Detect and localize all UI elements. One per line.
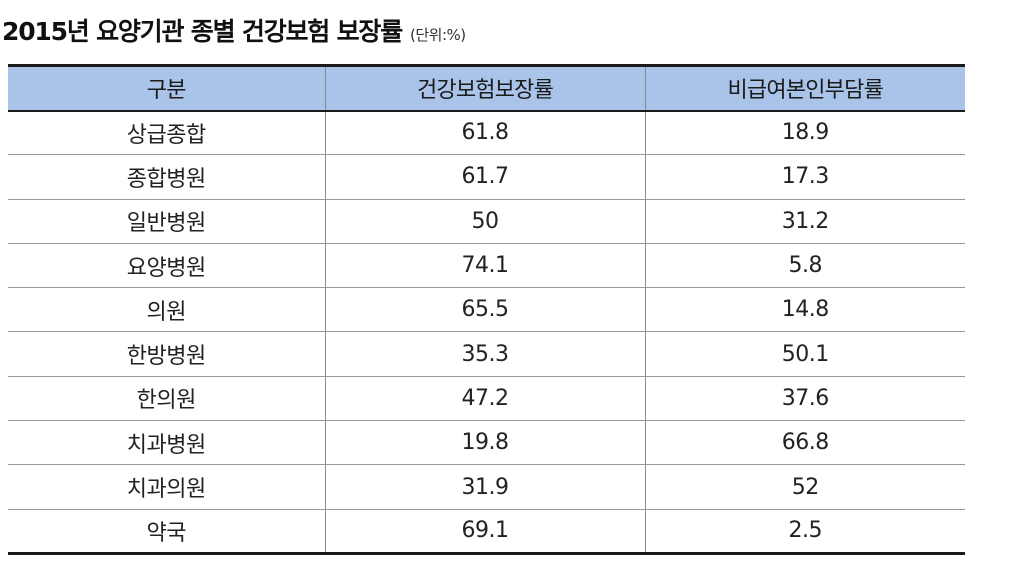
out-of-pocket-cell: 66.8 xyxy=(644,420,965,466)
coverage-rate-cell: 74.1 xyxy=(324,243,645,289)
category-cell: 치과의원 xyxy=(8,464,325,510)
out-of-pocket-cell: 2.5 xyxy=(644,509,965,555)
out-of-pocket-cell: 37.6 xyxy=(644,376,965,422)
category-cell: 치과병원 xyxy=(8,420,325,466)
out-of-pocket-cell: 52 xyxy=(644,464,965,510)
out-of-pocket-cell: 14.8 xyxy=(644,287,965,333)
coverage-rate-cell: 47.2 xyxy=(324,376,645,422)
table-row: 의원 65.5 14.8 xyxy=(8,287,965,333)
out-of-pocket-cell: 31.2 xyxy=(644,199,965,244)
page-title: 2015년 요양기관 종별 건강보험 보장률 xyxy=(2,17,403,46)
table-row: 약국 69.1 2.5 xyxy=(8,509,965,555)
category-cell: 상급종합 xyxy=(8,110,325,156)
category-cell: 종합병원 xyxy=(8,154,325,200)
table-header-row: 구분 건강보험보장률 비급여본인부담률 xyxy=(8,64,965,112)
coverage-rate-cell: 35.3 xyxy=(324,331,645,377)
table-row: 요양병원 74.1 5.8 xyxy=(8,243,965,289)
category-cell: 일반병원 xyxy=(8,199,325,244)
table-row: 상급종합 61.8 18.9 xyxy=(8,110,965,156)
table-row: 일반병원 50 31.2 xyxy=(8,199,965,244)
unit-label: (단위:%) xyxy=(410,26,466,44)
category-cell: 의원 xyxy=(8,287,325,333)
table-row: 한방병원 35.3 50.1 xyxy=(8,331,965,377)
coverage-rate-cell: 61.7 xyxy=(324,154,645,200)
out-of-pocket-cell: 5.8 xyxy=(644,243,965,289)
coverage-rate-cell: 31.9 xyxy=(324,464,645,510)
out-of-pocket-cell: 17.3 xyxy=(644,154,965,200)
out-of-pocket-cell: 18.9 xyxy=(644,110,965,156)
title-row: 2015년 요양기관 종별 건강보험 보장률 (단위:%) xyxy=(2,12,466,46)
coverage-rate-header: 건강보험보장률 xyxy=(324,64,645,112)
category-header: 구분 xyxy=(8,64,325,112)
category-cell: 한방병원 xyxy=(8,331,325,377)
coverage-rate-cell: 19.8 xyxy=(324,420,645,466)
category-cell: 한의원 xyxy=(8,376,325,422)
category-cell: 요양병원 xyxy=(8,243,325,289)
table-body: 상급종합 61.8 18.9 종합병원 61.7 17.3 일반병원 50 31.2 요양병원 74… xyxy=(8,110,965,555)
coverage-rate-cell: 50 xyxy=(324,199,645,244)
out-of-pocket-cell: 50.1 xyxy=(644,331,965,377)
category-cell: 약국 xyxy=(8,509,325,555)
table-row: 치과병원 19.8 66.8 xyxy=(8,420,965,466)
coverage-rate-cell: 65.5 xyxy=(324,287,645,333)
coverage-rate-cell: 69.1 xyxy=(324,509,645,555)
table-row: 한의원 47.2 37.6 xyxy=(8,376,965,422)
table-row: 치과의원 31.9 52 xyxy=(8,464,965,510)
coverage-rate-cell: 61.8 xyxy=(324,110,645,156)
coverage-table: 구분 건강보험보장률 비급여본인부담률 상급종합 61.8 18.9 종합병원 61.7 17… xyxy=(8,64,965,555)
table-row: 종합병원 61.7 17.3 xyxy=(8,154,965,200)
out-of-pocket-header: 비급여본인부담률 xyxy=(644,64,965,112)
